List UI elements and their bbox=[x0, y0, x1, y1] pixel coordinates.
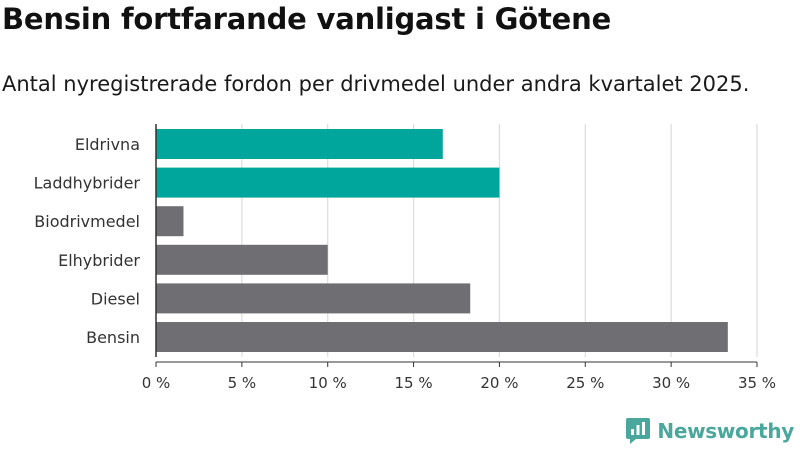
chart-title: Bensin fortfarande vanligast i Götene bbox=[2, 2, 612, 36]
x-tick-label: 5 % bbox=[228, 374, 257, 392]
bar-eldrivna bbox=[156, 129, 443, 159]
x-tick-label: 20 % bbox=[480, 374, 518, 392]
x-tick-label: 35 % bbox=[738, 374, 776, 392]
category-labels: Eldrivna Laddhybrider Biodrivmedel Elhybrid… bbox=[34, 135, 141, 347]
x-tick-label: 0 % bbox=[142, 374, 171, 392]
x-tick-label: 15 % bbox=[395, 374, 433, 392]
chart-subtitle: Antal nyregistrerade fordon per drivmede… bbox=[2, 72, 750, 96]
x-axis-ticks: 0 % 5 % 10 % 15 % 20 % 25 % 30 % 35 % bbox=[142, 124, 776, 392]
bar-elhybrider bbox=[156, 244, 328, 275]
category-label: Eldrivna bbox=[75, 135, 140, 154]
bars bbox=[156, 129, 728, 352]
x-tick-label: 25 % bbox=[566, 374, 604, 392]
category-label: Elhybrider bbox=[58, 251, 140, 270]
category-label: Laddhybrider bbox=[34, 174, 141, 193]
grid-lines bbox=[155, 124, 758, 357]
bar-bensin bbox=[156, 322, 728, 352]
bar-laddhybrider bbox=[156, 167, 500, 198]
bar-diesel bbox=[156, 283, 471, 314]
x-tick-label: 10 % bbox=[309, 374, 347, 392]
x-tick-label: 30 % bbox=[652, 374, 690, 392]
category-label: Biodrivmedel bbox=[34, 212, 140, 231]
newsworthy-logo-icon bbox=[626, 418, 651, 444]
brand-name: Newsworthy bbox=[657, 419, 794, 443]
brand-logo: Newsworthy bbox=[626, 418, 794, 444]
category-label: Diesel bbox=[91, 289, 140, 308]
bar-biodrivmedel bbox=[156, 206, 184, 237]
category-label: Bensin bbox=[86, 328, 140, 347]
